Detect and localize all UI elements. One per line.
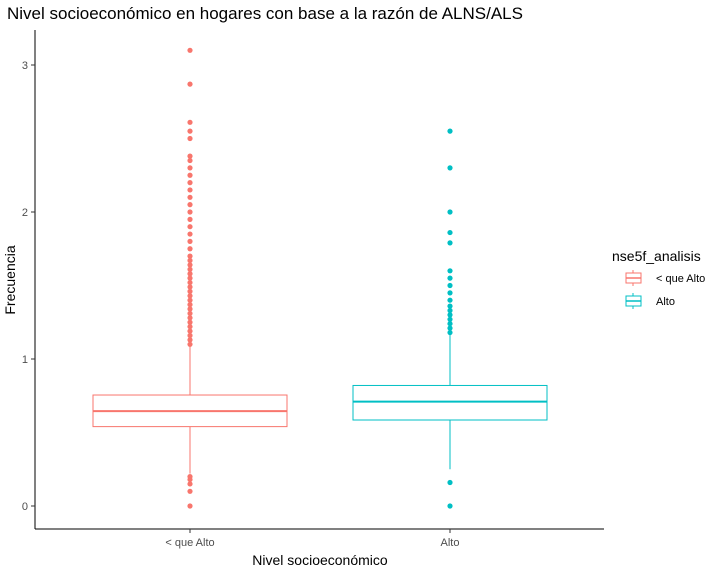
y-tick-label: 0 [22, 501, 28, 513]
outlier-point [187, 284, 193, 290]
outlier-point [447, 165, 453, 171]
x-axis-title: Nivel socioeconómico [252, 552, 388, 568]
outlier-point [447, 229, 453, 236]
outlier-point [187, 262, 193, 268]
outlier-point [187, 337, 193, 343]
outlier-point [187, 253, 193, 259]
y-tick-label: 2 [22, 207, 28, 219]
outlier-point [187, 297, 193, 303]
outlier-point [187, 481, 193, 487]
outlier-point [187, 474, 193, 480]
y-axis-ticks: 0 1 2 3 [22, 60, 35, 513]
legend-label: < que Alto [656, 273, 705, 285]
y-tick-label: 3 [22, 60, 28, 72]
legend: nse5f_analisis < que Alto Alto [612, 248, 705, 309]
outlier-point [187, 271, 193, 277]
outlier-point [187, 324, 193, 330]
outlier-point [187, 306, 193, 312]
legend-label: Alto [656, 296, 675, 308]
chart-title: Nivel socioeconómico en hogares con base… [7, 4, 523, 23]
outlier-point [447, 268, 453, 274]
outlier-point [187, 157, 193, 164]
outlier-point [187, 128, 193, 134]
outlier-point [187, 187, 193, 193]
outlier-point [187, 279, 193, 286]
outlier-point [187, 246, 193, 252]
outlier-point [187, 153, 193, 159]
outlier-point [447, 503, 453, 509]
outlier-point [187, 302, 193, 308]
outlier-point [187, 47, 193, 53]
outlier-point [187, 81, 193, 87]
outlier-point [187, 194, 193, 200]
outlier-point [187, 310, 193, 317]
outlier-point [187, 216, 193, 222]
legend-item: Alto [625, 293, 675, 309]
box [352, 384, 548, 421]
outlier-point [187, 165, 193, 171]
outlier-point [187, 332, 193, 339]
outlier-point [187, 231, 193, 237]
outlier-point [187, 257, 193, 264]
outlier-point [447, 240, 453, 246]
outlier-point [187, 209, 193, 215]
outlier-point [447, 321, 453, 327]
outlier-point [187, 172, 193, 178]
box-group [352, 128, 548, 509]
outlier-point [447, 209, 453, 215]
outlier-point [187, 119, 193, 125]
outlier-point [447, 325, 453, 331]
outlier-point [187, 180, 193, 186]
outlier-point [447, 307, 453, 314]
y-tick-label: 1 [22, 354, 28, 366]
outlier-point [187, 224, 193, 230]
outlier-point [187, 503, 193, 509]
box-group [92, 47, 288, 509]
outlier-point [447, 128, 453, 134]
outlier-point [187, 341, 193, 347]
outlier-point [447, 312, 453, 318]
outlier-point [187, 202, 193, 208]
outlier-point [187, 315, 193, 321]
outlier-point [187, 293, 193, 299]
outlier-point [447, 316, 453, 322]
outlier-point [187, 135, 193, 142]
y-axis-title: Frecuencia [2, 245, 18, 314]
outlier-point [447, 303, 453, 309]
outlier-point [187, 488, 193, 494]
x-tick-label: < que Alto [165, 537, 214, 549]
outlier-point [187, 275, 193, 281]
x-tick-label: Alto [441, 537, 460, 549]
outlier-point [187, 319, 193, 325]
outlier-point [447, 329, 453, 336]
x-axis-ticks: < que Alto Alto [165, 529, 459, 549]
outlier-point [187, 328, 193, 334]
plot-area [92, 47, 548, 509]
outlier-point [447, 479, 453, 486]
outlier-point [447, 290, 453, 296]
outlier-point [447, 275, 453, 281]
outlier-point [187, 288, 193, 294]
outlier-point [447, 297, 453, 303]
outlier-point [187, 238, 193, 244]
outlier-point [187, 266, 193, 272]
legend-title: nse5f_analisis [612, 248, 701, 264]
outlier-point [447, 282, 453, 289]
legend-item: < que Alto [625, 270, 705, 286]
